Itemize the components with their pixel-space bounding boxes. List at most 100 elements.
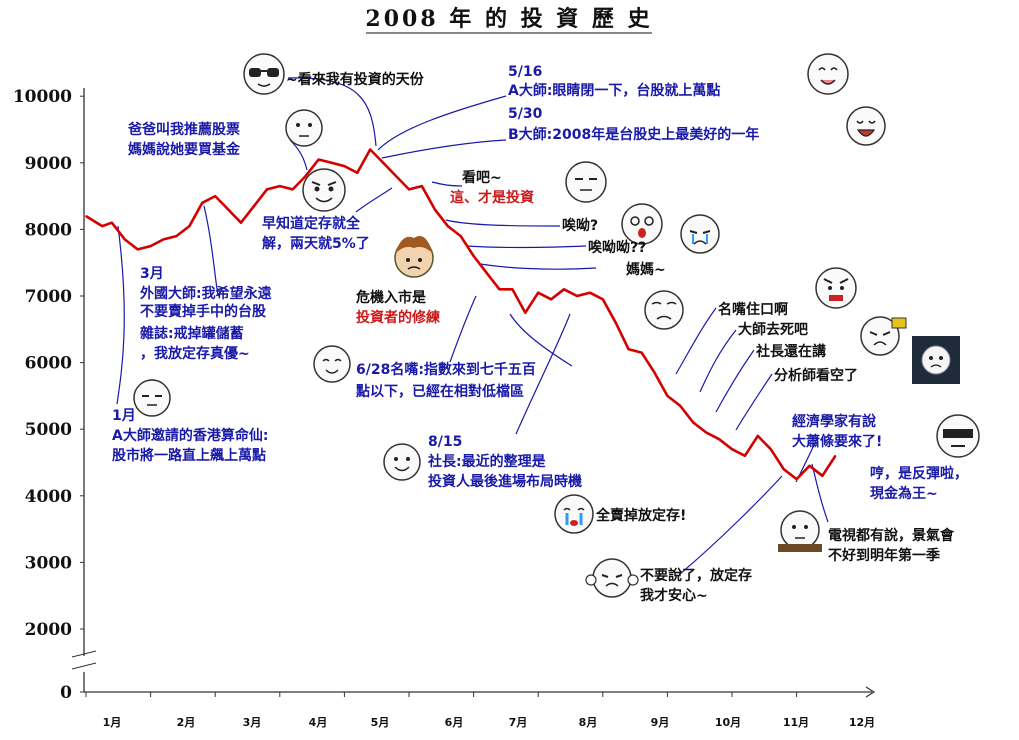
data-point (640, 351, 643, 354)
smiling-face-icon (313, 345, 351, 383)
data-point (317, 158, 320, 161)
annotation-shut: 名嘴住口啊 (718, 301, 788, 318)
worried-face-icon (644, 290, 684, 330)
data-point (485, 271, 488, 274)
data-point (472, 255, 475, 257)
data-point (101, 225, 103, 227)
x-tick-label: 5月 (371, 716, 390, 729)
data-point (162, 238, 165, 241)
pointer-stop (679, 475, 783, 575)
annotation-analyst: 分析師看空了 (774, 367, 858, 384)
data-point (834, 455, 837, 457)
x-tick-label: 8月 (579, 716, 598, 729)
annotation-ai2: 唉呦呦?? (588, 239, 646, 256)
data-point (627, 348, 630, 351)
y-tick-label: 4000 (25, 487, 72, 507)
data-point (175, 235, 178, 237)
data-point (808, 465, 811, 467)
pointer-talent (287, 77, 377, 147)
data-point (769, 448, 772, 450)
annotation-stop: 不要說了，放定存 我才安心~ (640, 567, 757, 604)
pointer-ai2 (465, 245, 587, 249)
data-point (446, 225, 449, 227)
data-point (757, 435, 759, 437)
pointer-mom (479, 263, 597, 270)
pointer-analyst (735, 373, 773, 431)
tearful-face-icon (554, 494, 594, 534)
messy-hair-face-icon (394, 236, 434, 278)
y-tick-label: 10000 (13, 87, 72, 107)
annotation-aug15: 8/15 社長:最近的整理是 投資人最後進場布局時機 (427, 434, 582, 490)
annotation-rebound: 哼，是反彈啦， 現金為王~ (870, 465, 973, 502)
pointer-may30 (381, 139, 507, 159)
sleepy-face-icon (565, 161, 607, 203)
data-point (434, 208, 436, 211)
x-tick-label: 9月 (651, 716, 670, 729)
covering-ears-face-icon (585, 558, 639, 598)
pointer-aug15 (515, 313, 571, 435)
data-point (188, 225, 191, 227)
axis-break-mark-1 (71, 650, 97, 658)
data-point (782, 468, 785, 470)
x-tick-label: 2月 (177, 716, 196, 729)
x-tick-label: 10月 (715, 716, 741, 729)
data-points (85, 148, 837, 480)
data-point (214, 195, 216, 197)
data-point (123, 238, 126, 241)
pointer-shut (675, 307, 717, 375)
data-point (408, 188, 410, 191)
annotation-see: 看吧~ (461, 169, 502, 186)
annotation-dad: 爸爸叫我推薦股票 媽媽說她要買基金 (127, 121, 245, 158)
annotation-tv: 電視都有說，景氣會 不好到明年第一季 (828, 527, 959, 564)
data-point (266, 188, 268, 191)
data-point (795, 478, 798, 480)
data-point (253, 205, 255, 207)
x-tick-label: 1月 (103, 716, 122, 729)
data-point (602, 298, 604, 301)
data-point (240, 221, 242, 224)
data-point (85, 215, 87, 217)
data-point (343, 165, 346, 167)
tv-watching-face-icon (778, 510, 822, 552)
data-point (744, 455, 746, 457)
annotation-mar: 3月 外國大師:我希望永遠 不要賣掉手中的台股 雜誌:戒掉罐儲蓄 ，我放定存真優… (140, 266, 276, 362)
laughing-face-icon (846, 106, 886, 146)
y-tick-label: 2000 (25, 620, 72, 640)
data-point (149, 245, 152, 247)
data-point (731, 448, 733, 450)
grinning-face-icon (383, 443, 421, 481)
annotation-early: 早知道定存就全 解，兩天就5%了 (262, 215, 370, 252)
x-tick-label: 3月 (243, 716, 262, 729)
annotation-economist: 經濟學家有說 大蕭條要來了! (792, 413, 882, 450)
annotation-sellall: 全賣掉放定存! (595, 507, 686, 524)
data-point (666, 395, 669, 397)
y-tick-label: 8000 (25, 220, 72, 240)
data-point (304, 175, 307, 177)
data-point (227, 208, 229, 211)
pointer-mar (203, 205, 219, 297)
data-point (498, 288, 501, 291)
annotation-crisis-1: 危機入市是 (355, 289, 427, 306)
cheerful-face-icon (807, 53, 849, 95)
annotation-invest: 這、才是投資 (450, 189, 534, 206)
x-tick-label: 12月 (849, 716, 875, 729)
data-point (821, 475, 824, 477)
pointer-boss (715, 349, 755, 413)
data-point (459, 235, 462, 237)
x-axis-ticks: 1月 2月 3月 4月 5月 6月 7月 8月 9月 10月 11月 12月 (85, 692, 875, 729)
data-point (537, 291, 539, 294)
pointer-see (431, 181, 463, 187)
angry-face-icon (815, 267, 857, 309)
axis-break-mark-2 (71, 662, 97, 670)
data-point (524, 311, 527, 314)
fighting-face-icon (860, 316, 907, 356)
annotation-die: 大師去死吧 (738, 321, 808, 338)
annotation-ai1: 唉呦? (562, 217, 598, 234)
annotation-may30: 5/30 B大師:2008年是台股史上最美好的一年 (508, 106, 759, 143)
x-tick-label: 4月 (309, 716, 328, 729)
x-tick-label: 11月 (783, 716, 809, 729)
annotation-jan: 1月 A大師邀請的香港算命仙: 股市將一路直上飆上萬點 (112, 408, 273, 464)
data-point (279, 185, 281, 187)
y-tick-label: 6000 (25, 354, 72, 374)
y-tick-label: 3000 (25, 553, 72, 573)
